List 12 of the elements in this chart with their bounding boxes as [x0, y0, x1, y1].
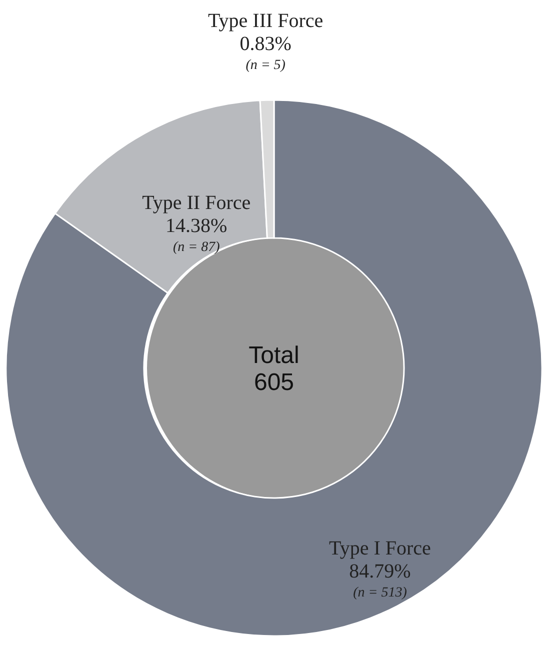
text: (n = 513)	[353, 586, 408, 601]
slice-label: Type I Force	[329, 538, 432, 560]
data-label: 14.38%	[166, 215, 228, 238]
text: Total	[248, 342, 300, 369]
text: 605	[254, 369, 294, 396]
data-label: 84.79%	[349, 560, 411, 583]
text: (n = 87)	[172, 240, 220, 256]
slice-label: Type III Force	[208, 10, 324, 32]
slice-label: Type II Force	[142, 192, 251, 214]
text: (n = 5)	[246, 58, 286, 74]
data-label: 0.83%	[240, 33, 292, 56]
donut-slice	[5, 99, 543, 637]
